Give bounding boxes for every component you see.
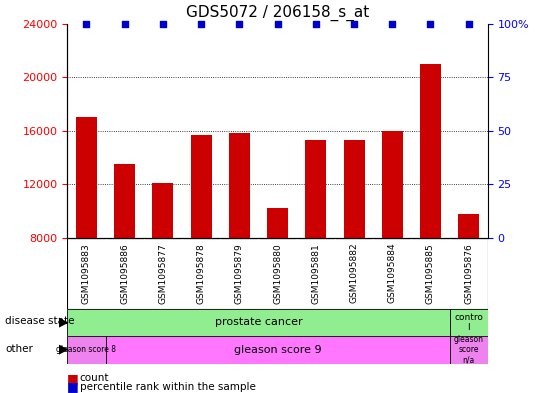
Bar [458,214,479,345]
Bar [67,336,106,364]
Bar [450,309,488,336]
Text: GSM1095876: GSM1095876 [464,243,473,303]
Point [235,20,244,27]
Text: ▶: ▶ [59,315,68,328]
Text: gleason
score
n/a: gleason score n/a [454,335,483,365]
Bar [153,183,174,345]
Text: GSM1095886: GSM1095886 [120,243,129,303]
Point [388,20,397,27]
Text: ▶: ▶ [59,342,68,356]
Text: GSM1095879: GSM1095879 [235,243,244,303]
Point [465,20,473,27]
Text: ■: ■ [67,380,79,393]
Point [273,20,282,27]
Text: GSM1095878: GSM1095878 [197,243,206,303]
Bar [305,140,326,345]
Text: gleason score 9: gleason score 9 [234,345,321,355]
Text: GSM1095884: GSM1095884 [388,243,397,303]
Text: prostate cancer: prostate cancer [215,317,302,327]
Point [312,20,320,27]
Bar [229,133,250,345]
Point [197,20,205,27]
Point [120,20,129,27]
Text: ■: ■ [67,371,79,385]
Bar [450,336,488,364]
Text: GSM1095882: GSM1095882 [349,243,358,303]
Point [350,20,358,27]
Text: GSM1095877: GSM1095877 [158,243,168,303]
Point [426,20,435,27]
Text: other: other [5,344,33,354]
Bar [420,64,441,345]
Point [158,20,167,27]
Text: contro
l: contro l [454,312,483,332]
Text: GSM1095881: GSM1095881 [312,243,320,303]
Text: count: count [80,373,109,383]
Text: GSM1095885: GSM1095885 [426,243,435,303]
Bar [191,135,212,345]
Bar [343,140,364,345]
Bar [382,130,403,345]
Bar [114,164,135,345]
Text: gleason score 8: gleason score 8 [57,345,116,354]
Title: GDS5072 / 206158_s_at: GDS5072 / 206158_s_at [186,5,369,21]
Text: percentile rank within the sample: percentile rank within the sample [80,382,255,392]
Bar [76,117,97,345]
Point [82,20,91,27]
Text: GSM1095883: GSM1095883 [82,243,91,303]
Bar [267,208,288,345]
Bar [106,336,450,364]
Text: GSM1095880: GSM1095880 [273,243,282,303]
Text: disease state: disease state [5,316,75,327]
